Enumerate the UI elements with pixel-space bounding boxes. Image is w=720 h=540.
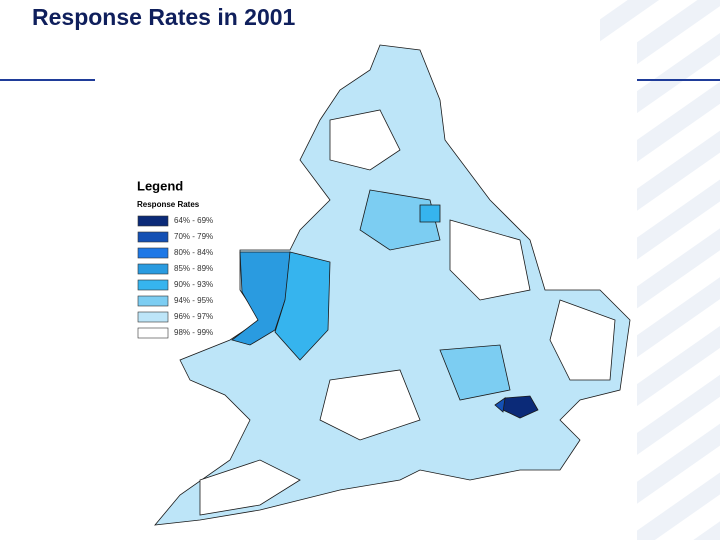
legend-swatch xyxy=(137,279,169,291)
region xyxy=(449,219,531,301)
legend-label: 94% - 95% xyxy=(174,296,213,305)
region xyxy=(439,344,511,401)
region xyxy=(329,109,401,171)
legend-swatch xyxy=(137,327,169,339)
legend-label: 96% - 97% xyxy=(174,312,213,321)
legend-label: 90% - 93% xyxy=(174,280,213,289)
legend-label: 98% - 99% xyxy=(174,328,213,337)
region xyxy=(419,204,441,223)
legend-swatch xyxy=(137,311,169,323)
legend-swatch xyxy=(137,231,169,243)
legend-label: 70% - 79% xyxy=(174,232,213,241)
region xyxy=(494,397,506,413)
legend-swatch xyxy=(137,215,169,227)
slide-title: Response Rates in 2001 xyxy=(32,4,296,30)
legend-swatch xyxy=(137,263,169,275)
region xyxy=(274,251,331,361)
legend-swatch xyxy=(137,247,169,259)
region xyxy=(199,459,301,516)
legend-label: 85% - 89% xyxy=(174,264,213,273)
legend-label: 64% - 69% xyxy=(174,216,213,225)
map xyxy=(154,44,631,526)
region xyxy=(319,369,421,441)
legend-heading: Response Rates xyxy=(137,200,200,209)
legend-title: Legend xyxy=(137,178,183,193)
legend-label: 80% - 84% xyxy=(174,248,213,257)
region xyxy=(549,299,616,381)
legend-swatch xyxy=(137,295,169,307)
legend: Legend Response Rates 64% - 69% 70% - 79%… xyxy=(137,178,213,339)
